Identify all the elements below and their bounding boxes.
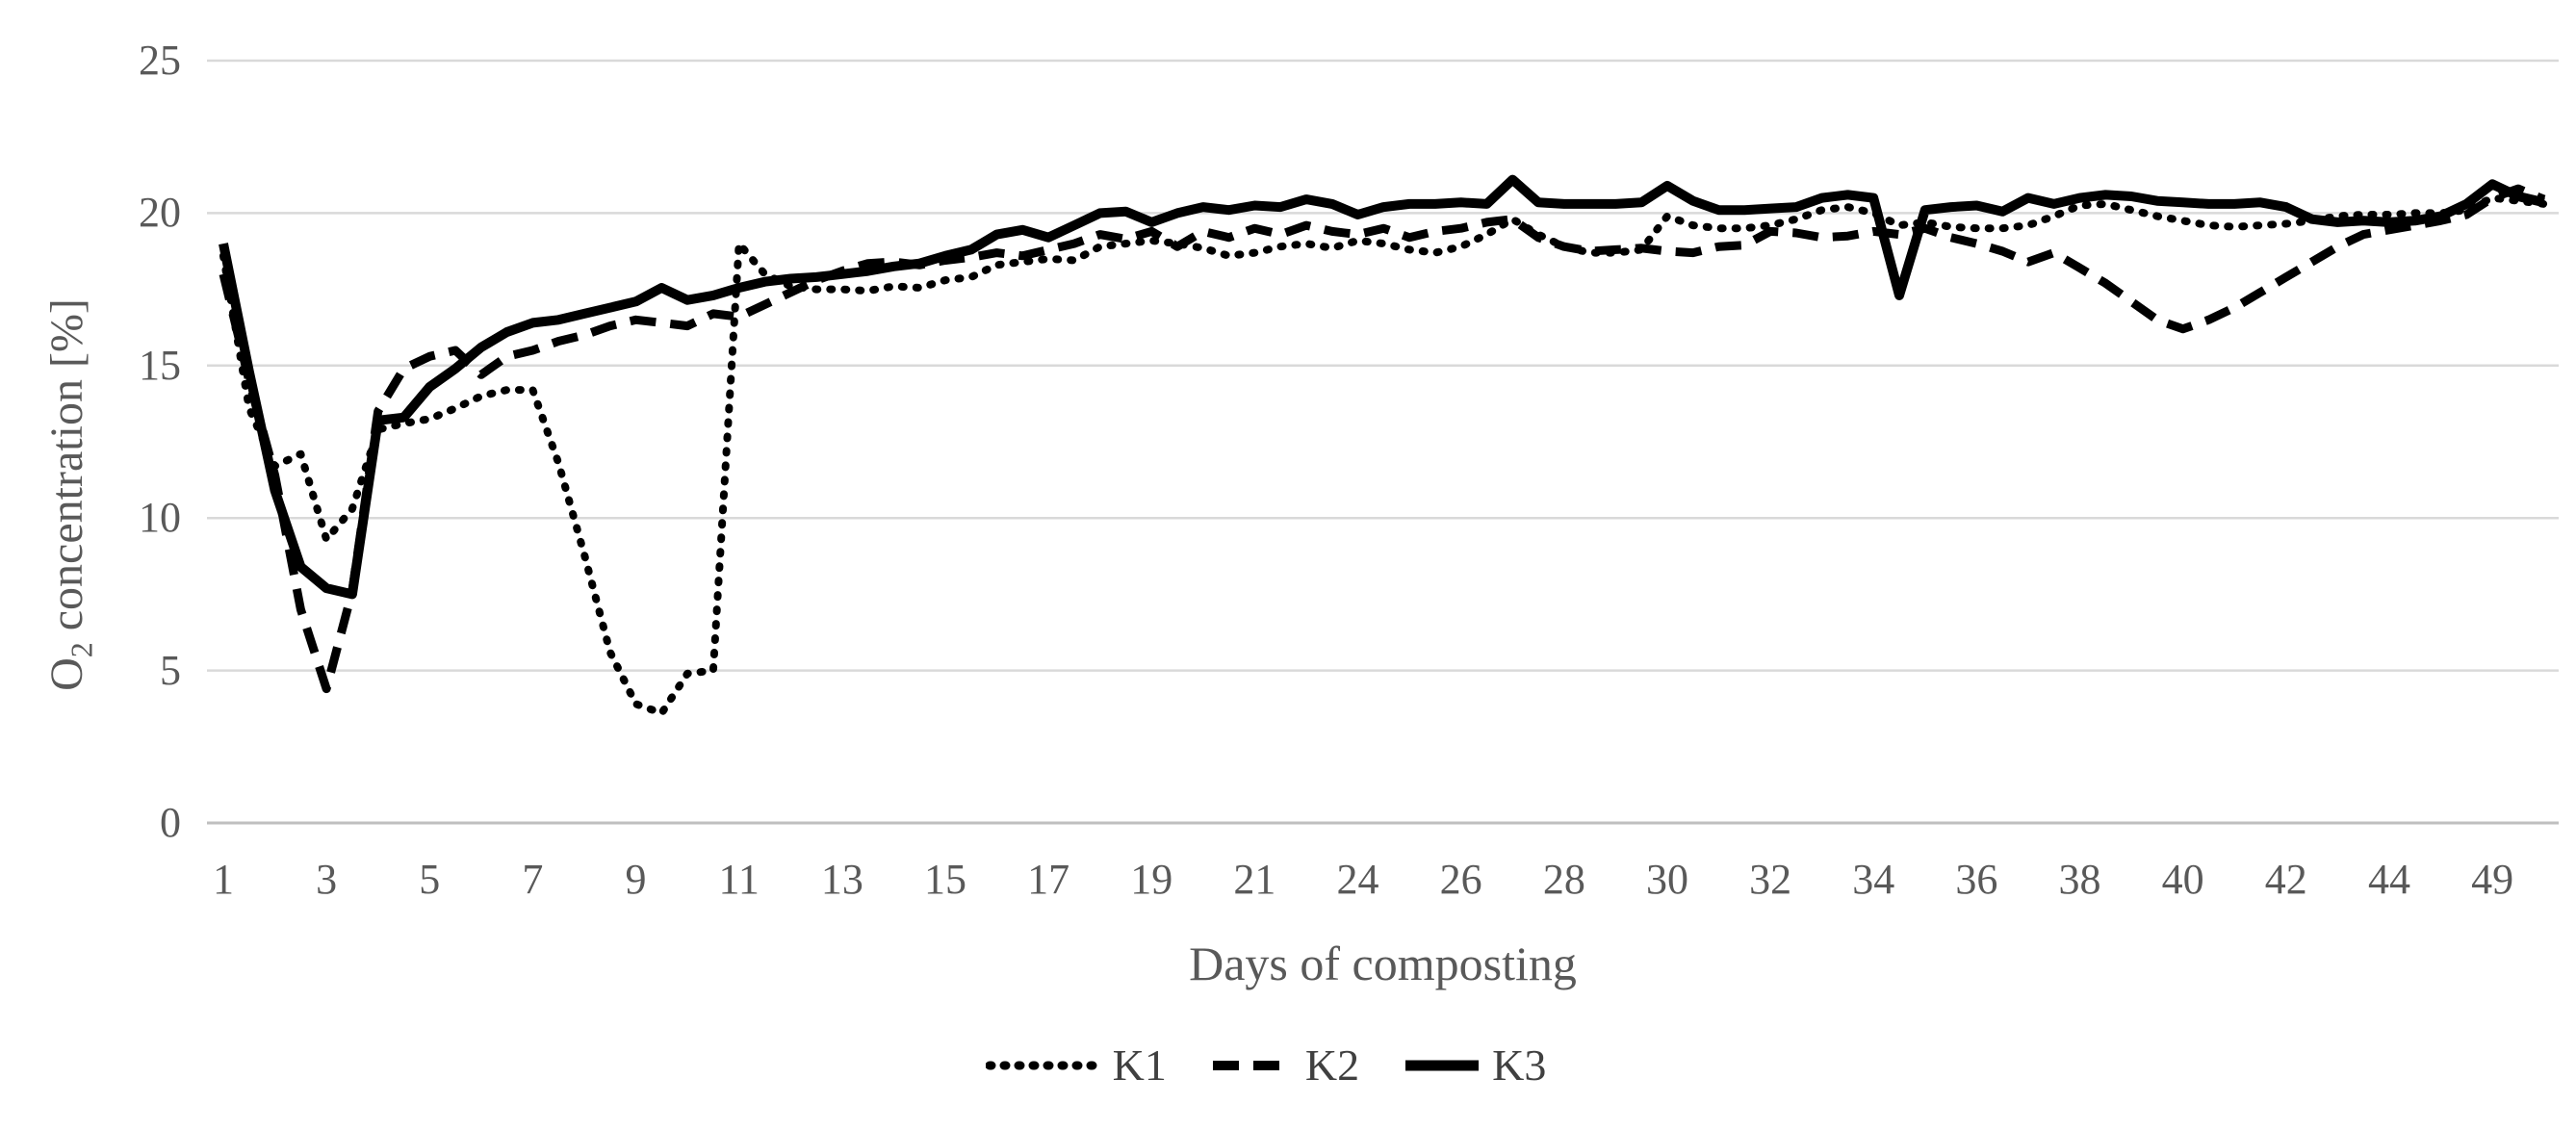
x-axis-tick-label: 9	[625, 856, 647, 903]
x-axis-tick-label: 21	[1233, 856, 1276, 903]
y-axis-title-text: O	[41, 657, 92, 691]
y-axis-tick-label: 5	[160, 646, 181, 694]
y-axis-title-subscript: 2	[64, 642, 99, 658]
legend-item-k2: K2	[1209, 1040, 1359, 1091]
x-axis-tick-label: 19	[1130, 856, 1173, 903]
x-axis-tick-label: 32	[1749, 856, 1792, 903]
legend-item-k1: K1	[985, 1040, 1167, 1091]
k1-line-sample-icon	[985, 1061, 1103, 1069]
k2-line-sample-icon	[1212, 1060, 1292, 1070]
y-axis-title: O2 concentration [%]	[39, 244, 99, 745]
x-axis-tick-label: 5	[419, 856, 441, 903]
x-axis-tick-label: 44	[2367, 856, 2410, 903]
k3-line-sample-icon	[1405, 1060, 1480, 1070]
x-axis-tick-label: 28	[1542, 856, 1585, 903]
x-axis-tick-label: 42	[2264, 856, 2307, 903]
legend-label-k1: K1	[1112, 1040, 1167, 1090]
x-axis-tick-label: 24	[1336, 856, 1379, 903]
x-axis-tick-label: 7	[522, 856, 544, 903]
x-axis-tick-label: 30	[1645, 856, 1688, 903]
x-axis-tick-label: 34	[1852, 856, 1895, 903]
x-axis-tick-label: 11	[718, 856, 760, 903]
legend-item-k3: K3	[1402, 1040, 1546, 1091]
x-axis-tick-label: 15	[923, 856, 966, 903]
legend-label-k2: K2	[1304, 1040, 1360, 1090]
y-axis-tick-label: 20	[139, 189, 181, 237]
x-axis-tick-label: 38	[2058, 856, 2101, 903]
chart-legend: K1 K2 K3	[207, 1040, 2325, 1091]
x-axis-tick-label: 13	[820, 856, 863, 903]
x-axis-tick-label: 1	[213, 856, 234, 903]
y-axis-tick-label: 25	[139, 37, 181, 84]
series-k2-line	[219, 184, 2546, 694]
x-axis-title: Days of composting	[1189, 937, 1577, 990]
y-axis-tick-label: 15	[139, 341, 181, 389]
legend-label-k3: K3	[1492, 1040, 1547, 1090]
y-axis-title-units: concentration [%]	[41, 298, 92, 643]
x-axis-tick-label: 49	[2471, 856, 2514, 903]
x-axis-tick-label: 36	[1955, 856, 1998, 903]
x-axis-tick-label: 40	[2161, 856, 2204, 903]
x-axis-tick-label: 26	[1439, 856, 1482, 903]
x-axis-tick-label: 3	[316, 856, 338, 903]
y-axis-tick-label: 0	[160, 799, 181, 846]
series-k3-line	[219, 174, 2545, 600]
series-k1-line	[219, 193, 2548, 717]
x-axis-tick-label: 17	[1027, 856, 1070, 903]
y-axis-tick-label: 10	[139, 494, 181, 542]
